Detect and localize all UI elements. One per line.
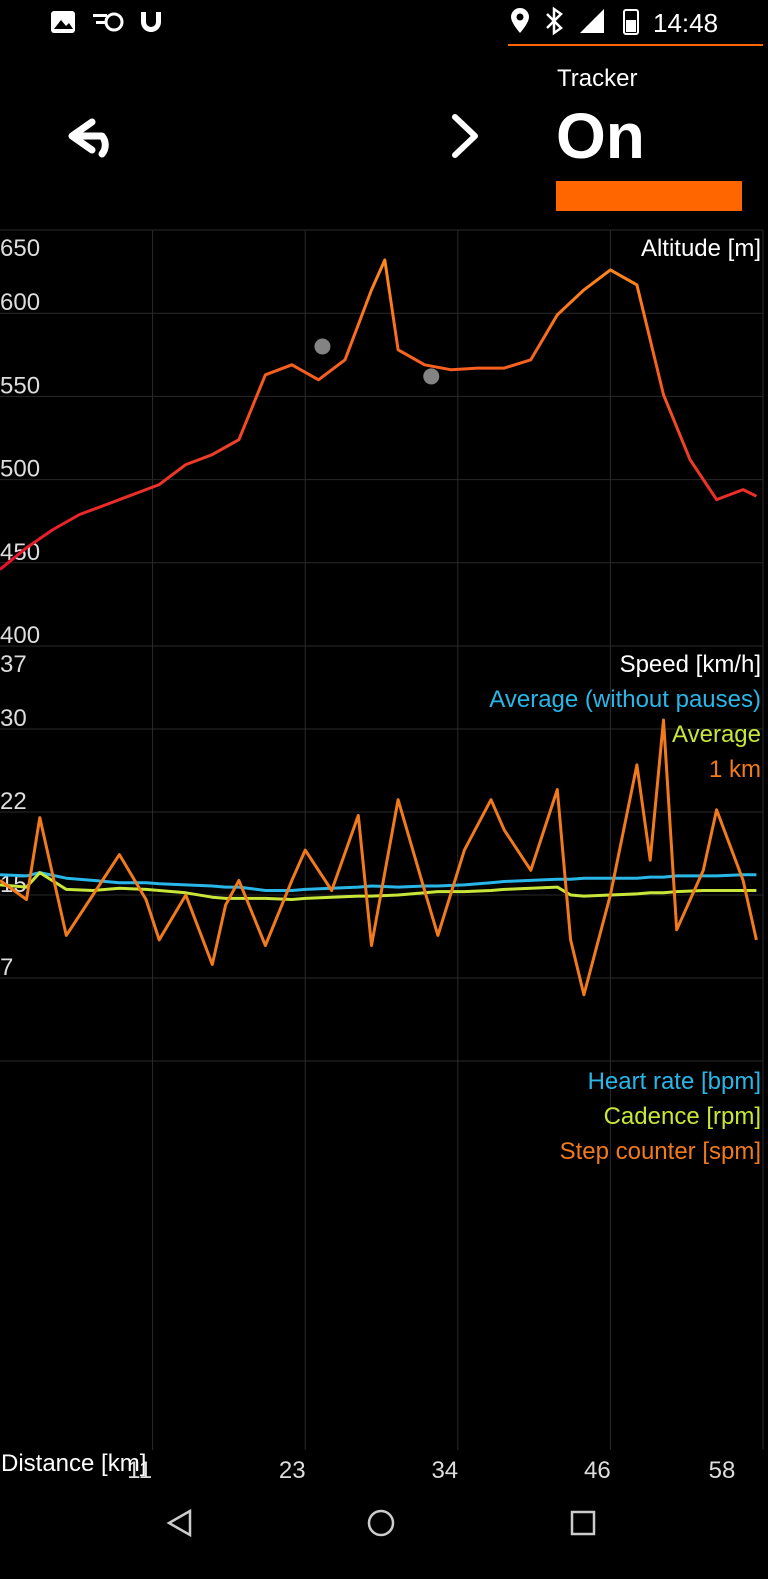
- battery-level: [626, 20, 636, 32]
- x-axis-label: Distance [km]: [1, 1450, 146, 1477]
- data-line: [0, 258, 758, 571]
- y-tick-label: 400: [0, 622, 40, 649]
- y-tick-label: 30: [0, 705, 27, 732]
- nav-home[interactable]: [367, 1509, 395, 1537]
- pause-marker: [423, 368, 440, 385]
- legend-entry: Heart rate [bpm]: [588, 1068, 761, 1095]
- legend-entry: Average (without pauses): [489, 686, 761, 713]
- data-line: [0, 718, 758, 997]
- gallery-icon: [51, 11, 75, 33]
- back-icon[interactable]: [68, 118, 109, 158]
- next-button[interactable]: [452, 114, 478, 158]
- signal-icon: [580, 9, 604, 33]
- y-tick-label: 500: [0, 456, 40, 483]
- x-tick-label: 23: [279, 1457, 306, 1484]
- speed-icon: [93, 14, 107, 17]
- clock: 14:48: [653, 8, 718, 38]
- legend-entry: Cadence [rpm]: [604, 1103, 761, 1130]
- y-tick-label: 7: [0, 954, 13, 981]
- y-tick-label: 600: [0, 289, 40, 316]
- chart-title: Altitude [m]: [641, 235, 761, 262]
- back-button[interactable]: [68, 118, 109, 158]
- x-tick-label: 11: [127, 1457, 152, 1484]
- location-dot: [516, 13, 524, 21]
- x-tick-label: 46: [584, 1457, 611, 1484]
- tracker-bar: [556, 181, 742, 211]
- y-tick-label: 550: [0, 372, 40, 399]
- tracker-state[interactable]: On: [556, 100, 645, 172]
- nav-back[interactable]: [166, 1508, 192, 1538]
- y-tick-label: 22: [0, 788, 27, 815]
- status-icons: [51, 6, 639, 36]
- chart: Heart rate [bpm] Cadence [rpm] Step counte…: [0, 1060, 764, 1484]
- legend-entry: Average: [672, 721, 761, 748]
- pause-marker: [314, 338, 331, 355]
- y-tick-label: 650: [0, 235, 40, 262]
- nav-recents[interactable]: [570, 1510, 596, 1536]
- data-line: [0, 871, 757, 901]
- tracker-label: Tracker: [557, 65, 637, 92]
- gallery-icon-shape: [54, 20, 73, 29]
- data-line: [0, 871, 757, 892]
- x-tick-label: 34: [431, 1457, 458, 1484]
- legend-entry: Step counter [spm]: [560, 1138, 761, 1165]
- speed-icon: [96, 21, 106, 24]
- legend-entry: 1 km: [709, 756, 761, 783]
- bluetooth-icon: [546, 6, 563, 36]
- chart-title: Speed [km/h]: [620, 651, 761, 678]
- battery-icon: [623, 9, 639, 35]
- magnet-icon: [141, 12, 161, 32]
- nav-bar: [166, 1508, 596, 1538]
- x-tick-label: 58: [709, 1457, 736, 1484]
- wheel-icon: [104, 12, 124, 32]
- y-tick-label: 37: [0, 651, 27, 678]
